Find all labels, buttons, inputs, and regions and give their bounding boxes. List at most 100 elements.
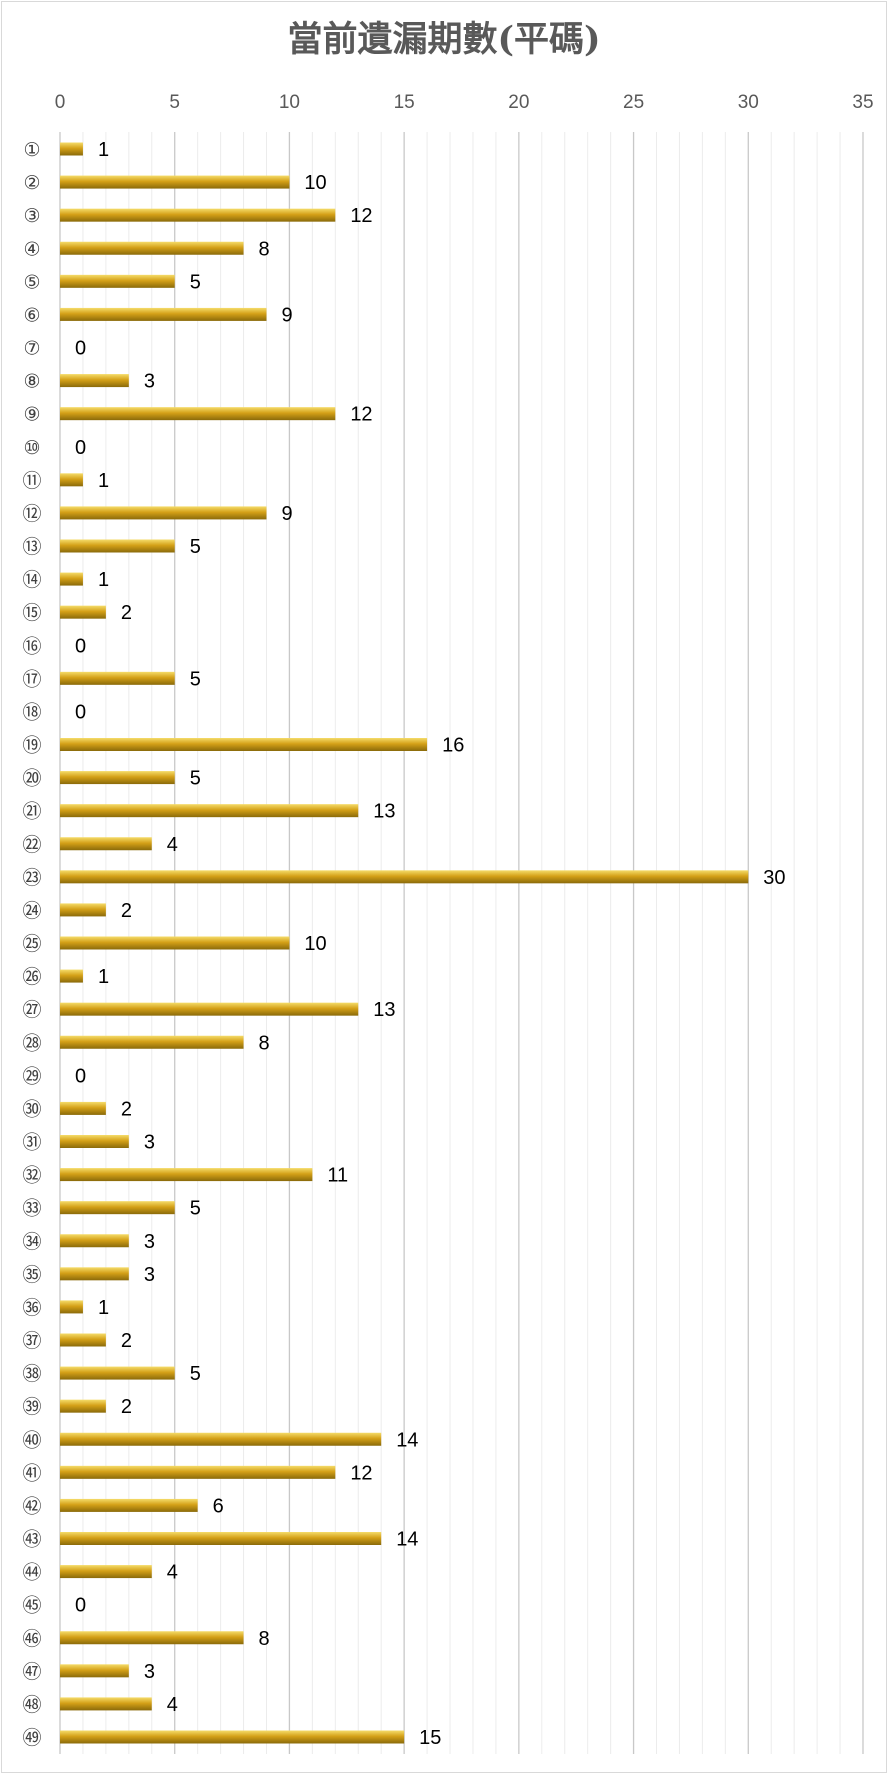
category-label: ㉜ <box>22 1165 41 1187</box>
category-label: ⑤ <box>23 271 40 293</box>
category-label: ㉒ <box>22 834 41 856</box>
category-label: ㊾ <box>22 1727 41 1749</box>
category-label: ㊵ <box>22 1429 41 1451</box>
category-label: ⑥ <box>23 304 40 326</box>
data-label: 1 <box>98 470 109 492</box>
data-label: 0 <box>75 701 86 723</box>
data-label: 4 <box>167 834 178 856</box>
data-label: 6 <box>213 1495 224 1517</box>
bar <box>60 671 175 685</box>
bar <box>60 870 749 884</box>
bar <box>60 936 290 950</box>
data-label: 12 <box>350 1462 372 1484</box>
category-label: ㉛ <box>22 1132 41 1154</box>
bar <box>60 175 290 189</box>
bar <box>60 307 267 321</box>
bar <box>60 208 336 222</box>
data-label: 0 <box>75 1065 86 1087</box>
category-label: ⑨ <box>23 404 40 426</box>
chart-title: 當前遺漏期數(平碼) <box>287 19 601 60</box>
data-label: 0 <box>75 338 86 360</box>
category-label: ㉖ <box>22 966 41 988</box>
bar <box>60 1498 198 1512</box>
bar <box>60 1465 336 1479</box>
data-label: 1 <box>98 569 109 591</box>
category-label: ⑱ <box>22 701 41 723</box>
data-label: 12 <box>350 404 372 426</box>
category-label: ⑲ <box>22 735 41 757</box>
category-label: ⑫ <box>22 503 41 525</box>
bar <box>60 903 106 917</box>
data-label: 3 <box>144 1264 155 1286</box>
x-tick-label: 25 <box>623 92 644 113</box>
bar <box>60 1201 175 1215</box>
category-label: ⑬ <box>22 536 41 558</box>
category-label: ㊹ <box>22 1562 41 1584</box>
bar <box>60 1366 175 1380</box>
data-labels: 1101285903120195120501651343021011380231… <box>75 139 786 1749</box>
category-label: ㉕ <box>22 933 41 955</box>
data-label: 1 <box>98 966 109 988</box>
bar <box>60 1135 129 1148</box>
data-label: 2 <box>121 1098 132 1120</box>
bar <box>60 1432 382 1446</box>
bar <box>60 1168 313 1182</box>
data-label: 5 <box>190 1363 201 1385</box>
data-label: 13 <box>373 801 395 823</box>
data-label: 5 <box>190 271 201 293</box>
bar <box>60 1002 359 1016</box>
category-label: ⑯ <box>22 635 41 657</box>
data-label: 8 <box>259 1032 270 1054</box>
data-label: 12 <box>350 205 372 227</box>
data-label: 1 <box>98 139 109 161</box>
data-label: 3 <box>144 371 155 393</box>
x-tick-label: 5 <box>169 92 180 113</box>
category-label: ㊻ <box>22 1628 41 1650</box>
data-label: 3 <box>144 1661 155 1683</box>
bar <box>60 539 175 553</box>
category-label: ㊴ <box>22 1396 41 1418</box>
data-label: 2 <box>121 1396 132 1418</box>
bar <box>60 1532 382 1545</box>
bar <box>60 1399 106 1413</box>
data-label: 5 <box>190 536 201 558</box>
category-label: ⑦ <box>23 338 40 360</box>
data-label: 11 <box>327 1165 348 1187</box>
bar <box>60 142 83 156</box>
bar <box>60 1565 152 1579</box>
data-label: 0 <box>75 437 86 459</box>
category-label: ㉗ <box>22 999 41 1021</box>
bar <box>60 1101 106 1115</box>
category-labels: ① ② ③ ④ ⑤ ⑥ ⑦ ⑧ ⑨ ⑩ ⑪ ⑫ ⑬ ⑭ ⑮ ⑯ ⑰ ⑱ ⑲ ⑳ ㉑㉒㉓㉔㉕㉖㉗㉘㉙㉚㉛㉜㉝㉞㉟㊱㊲㊳㊴㊵… <box>22 139 41 1749</box>
bar <box>60 241 244 255</box>
bar <box>60 1730 405 1744</box>
category-label: ㊽ <box>22 1694 41 1716</box>
bar <box>60 572 83 586</box>
category-label: ⑧ <box>23 371 40 393</box>
category-label: ㉓ <box>22 867 41 889</box>
data-label: 9 <box>281 304 292 326</box>
category-label: ⑮ <box>22 602 41 624</box>
category-label: ㊱ <box>22 1297 41 1319</box>
category-label: ㊺ <box>22 1595 41 1617</box>
category-label: ③ <box>23 205 40 227</box>
bar <box>60 1631 244 1645</box>
category-label: ㉑ <box>22 801 41 823</box>
bar <box>60 771 175 785</box>
category-label: ㉞ <box>22 1231 41 1253</box>
category-label: ⑪ <box>22 470 41 492</box>
bar <box>60 969 83 983</box>
data-label: 13 <box>373 999 395 1021</box>
bar <box>60 1035 244 1049</box>
data-label: 8 <box>259 1628 270 1650</box>
category-label: ㉟ <box>22 1264 41 1286</box>
data-label: 30 <box>763 867 785 889</box>
category-label: ㊶ <box>22 1462 41 1484</box>
data-label: 10 <box>304 933 326 955</box>
bar <box>60 506 267 520</box>
data-label: 1 <box>98 1297 109 1319</box>
category-label: ㉙ <box>22 1065 41 1087</box>
data-label: 0 <box>75 635 86 657</box>
x-tick-label: 20 <box>508 92 529 113</box>
